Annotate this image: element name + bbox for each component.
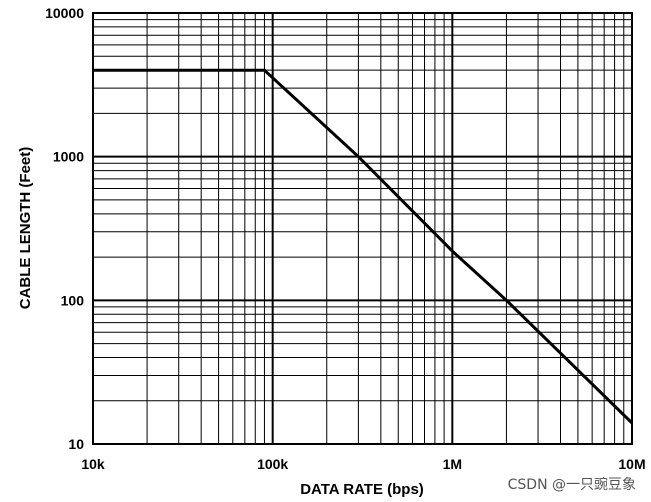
y-tick-label: 10000 (45, 5, 84, 21)
y-tick-labels: 10 100 1000 10000 (45, 5, 84, 452)
minor-grid (93, 13, 632, 444)
x-tick-labels: 10k 100k 1M 10M (81, 456, 645, 472)
major-grid (93, 13, 632, 444)
y-tick-label: 10 (68, 436, 84, 452)
x-tick-label: 1M (443, 456, 462, 472)
x-tick-label: 10M (618, 456, 645, 472)
y-tick-label: 100 (61, 292, 85, 308)
x-axis-label: DATA RATE (bps) (300, 481, 424, 498)
y-tick-label: 1000 (53, 149, 84, 165)
y-axis-label: CABLE LENGTH (Feet) (17, 147, 34, 310)
x-tick-label: 10k (81, 456, 105, 472)
series-layer (93, 68, 634, 425)
x-tick-label: 100k (257, 456, 288, 472)
series-line-0 (93, 68, 634, 425)
plot-frame (92, 12, 633, 445)
watermark: CSDN @一只豌豆象 (508, 477, 636, 493)
